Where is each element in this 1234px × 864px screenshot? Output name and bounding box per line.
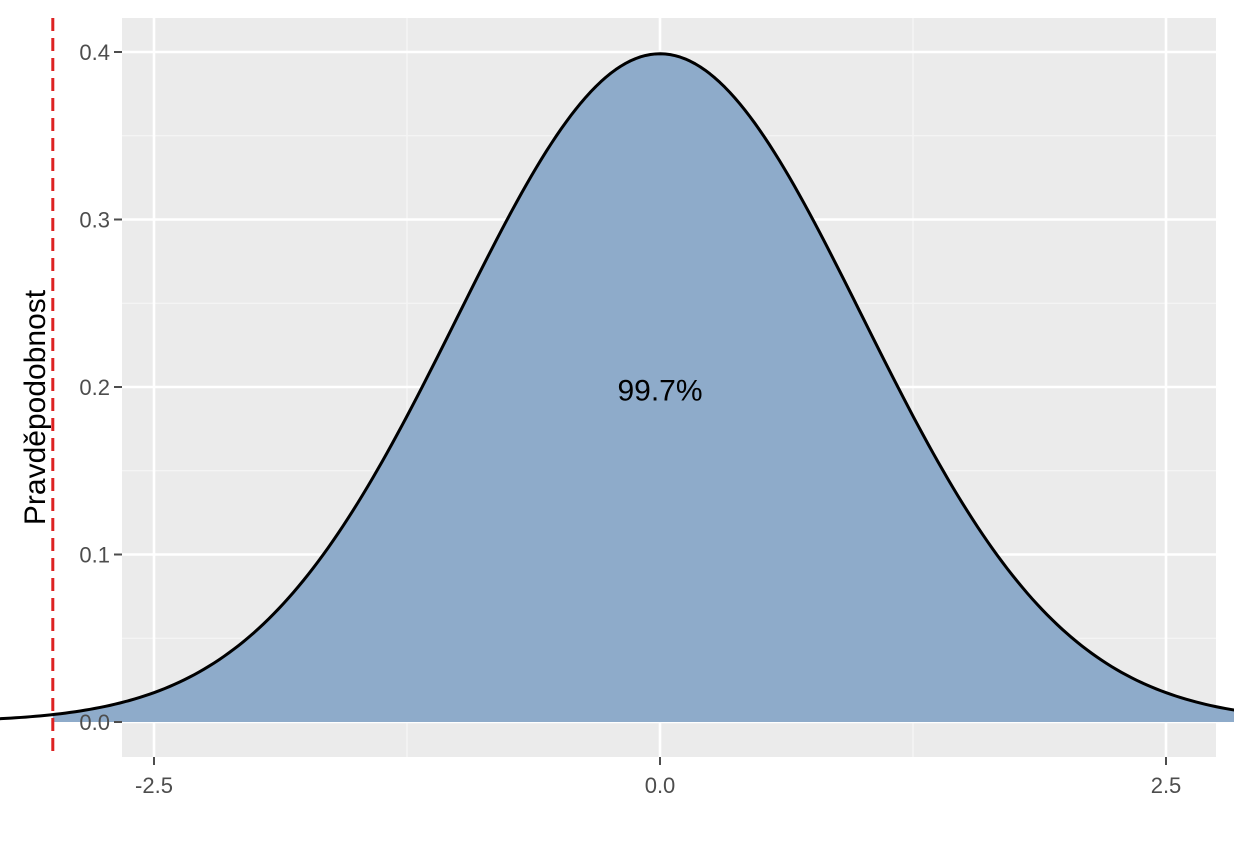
y-tick-label: 0.3: [79, 208, 110, 233]
probability-area-fill: [52, 53, 1234, 722]
density-curve-line: [0, 52, 1234, 721]
y-tick-label: 0.2: [79, 375, 110, 400]
annotations: TřisměrodatnéodchylkyTřisměrodatnéodchyl…: [617, 374, 702, 407]
sd-boundary-lines: [51, 18, 55, 757]
y-tick-label: 0.4: [79, 40, 110, 65]
x-tick-label: -2.5: [135, 773, 173, 798]
y-axis-title: Pravděpodobnost: [19, 289, 52, 525]
y-tick-label: 0.1: [79, 543, 110, 568]
x-axis-ticks: -5.0-2.50.02.55.0: [135, 757, 1182, 798]
center-annotation: 99.7%: [617, 374, 702, 407]
x-tick-label: 2.5: [1151, 773, 1182, 798]
y-tick-label: 0.0: [79, 710, 110, 735]
y-axis-ticks: 0.0 0.1 0.2 0.3 0.4: [79, 40, 122, 735]
x-tick-label: 0.0: [645, 773, 676, 798]
